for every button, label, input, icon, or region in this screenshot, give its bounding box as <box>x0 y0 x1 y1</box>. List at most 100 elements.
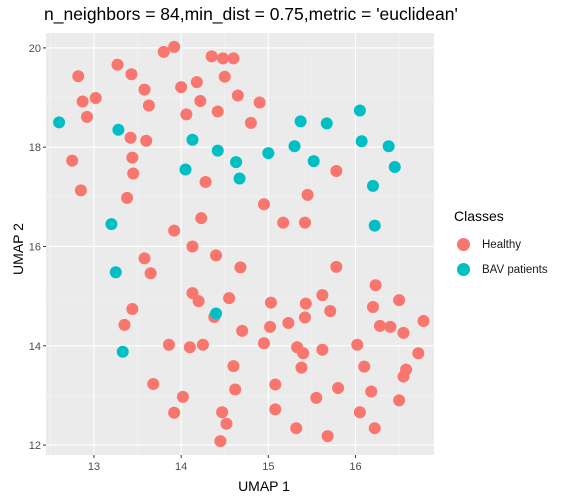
data-point <box>199 175 212 188</box>
data-point <box>192 295 205 308</box>
legend-label-healthy: Healthy <box>482 238 521 251</box>
data-point <box>76 95 89 108</box>
data-point <box>112 123 125 136</box>
data-point <box>211 144 224 157</box>
data-point <box>298 311 311 324</box>
data-point <box>195 212 208 225</box>
data-point <box>223 292 236 305</box>
data-point <box>353 406 366 419</box>
legend-dot-healthy <box>456 238 470 251</box>
data-point <box>140 134 153 147</box>
data-point <box>397 326 410 339</box>
x-tick-label: 13 <box>88 461 100 473</box>
data-point <box>196 338 209 351</box>
y-tick-label: 14 <box>29 341 41 353</box>
data-point <box>320 117 333 130</box>
data-point <box>253 96 266 109</box>
x-tick-label: 16 <box>349 461 361 473</box>
legend: Classes Healthy BAV patients <box>454 208 548 282</box>
data-point <box>297 347 310 360</box>
y-tick-label: 20 <box>29 43 41 55</box>
data-point <box>332 381 345 394</box>
data-point <box>244 116 257 129</box>
plot-panel <box>46 33 434 455</box>
data-point <box>125 68 138 81</box>
data-point <box>214 435 227 448</box>
data-point <box>351 338 364 351</box>
data-point <box>264 296 277 309</box>
legend-dot-bav-patients <box>456 263 470 276</box>
data-point <box>257 337 270 350</box>
minor-gridlines <box>46 33 434 455</box>
y-tick-label: 18 <box>29 142 41 154</box>
data-point <box>175 81 188 94</box>
data-point <box>262 147 275 160</box>
data-point <box>324 305 337 318</box>
series-bav-patients <box>53 104 401 358</box>
legend-item-bav-patients: BAV patients <box>454 257 548 282</box>
data-point <box>80 110 93 123</box>
data-point <box>330 165 343 178</box>
data-point <box>220 417 233 430</box>
data-point <box>227 52 240 65</box>
data-point <box>310 391 323 404</box>
data-point <box>168 224 181 237</box>
data-point <box>277 216 290 229</box>
data-point <box>216 52 229 65</box>
data-point <box>118 318 131 331</box>
data-point <box>66 154 79 167</box>
data-point <box>295 361 308 374</box>
data-point <box>72 70 85 83</box>
data-point <box>142 99 155 112</box>
data-point <box>316 289 329 302</box>
data-point <box>168 406 181 419</box>
data-point <box>388 161 401 174</box>
data-point <box>417 314 430 327</box>
data-point <box>121 191 134 204</box>
data-point <box>211 105 224 118</box>
data-point <box>382 140 395 153</box>
data-point <box>236 324 249 337</box>
data-point <box>368 219 381 232</box>
legend-item-healthy: Healthy <box>454 232 548 257</box>
data-point <box>282 316 295 329</box>
data-point <box>205 50 218 63</box>
data-point <box>321 430 334 443</box>
data-point <box>231 89 244 102</box>
data-points <box>53 40 430 448</box>
data-point <box>183 341 196 354</box>
data-point <box>230 156 243 169</box>
data-point <box>257 198 270 211</box>
data-point <box>109 266 122 279</box>
data-point <box>210 249 223 262</box>
data-point <box>127 167 140 180</box>
data-point <box>384 320 397 333</box>
data-point <box>229 383 242 396</box>
x-axis-label: UMAP 1 <box>238 478 290 494</box>
data-point <box>264 320 277 333</box>
data-point <box>301 188 314 201</box>
data-point <box>210 307 223 320</box>
data-point <box>269 378 282 391</box>
data-point <box>190 76 203 89</box>
data-point <box>316 343 329 356</box>
tick-labels: 13 14 15 16 12 14 16 18 20 <box>29 43 362 473</box>
data-point <box>216 406 229 419</box>
data-point <box>138 252 151 265</box>
data-point <box>147 378 160 391</box>
data-point <box>365 385 378 398</box>
data-point <box>179 163 192 176</box>
data-point <box>299 297 312 310</box>
data-point <box>116 345 129 358</box>
data-point <box>397 370 410 383</box>
data-point <box>176 390 189 403</box>
data-point <box>412 347 425 360</box>
data-point <box>194 95 207 108</box>
series-healthy <box>66 40 430 448</box>
data-point <box>186 133 199 146</box>
data-point <box>124 131 137 144</box>
axis-ticks <box>43 47 357 458</box>
data-point <box>74 184 87 197</box>
data-point <box>233 172 246 185</box>
